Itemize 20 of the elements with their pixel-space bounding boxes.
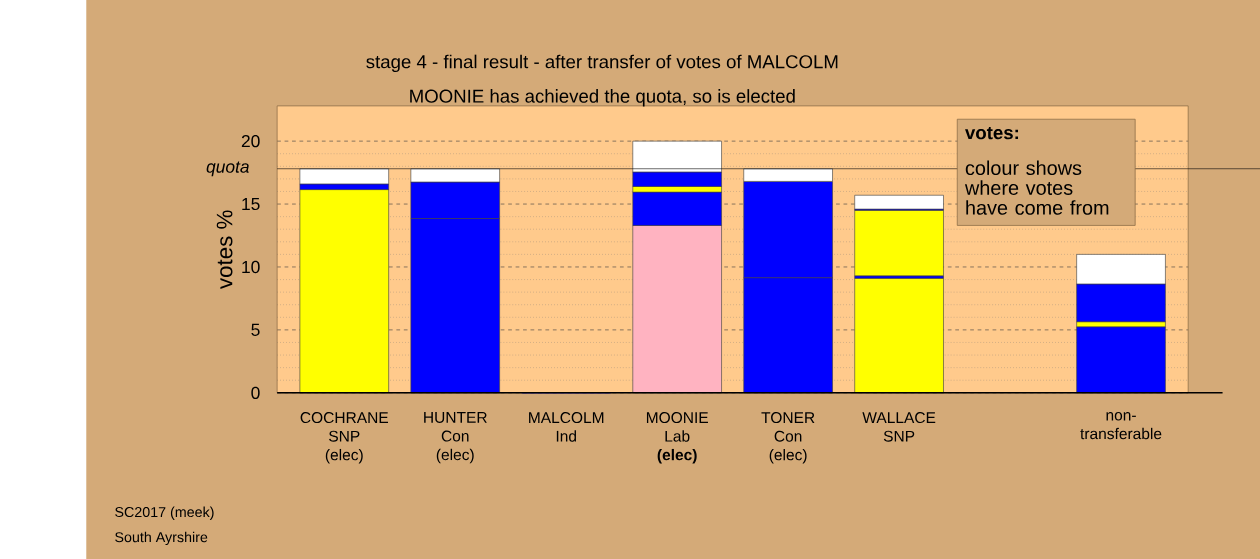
y-tick-label: 20 xyxy=(241,135,260,148)
x-tick-label: WALLACE SNP xyxy=(862,412,936,442)
ref-line-label: quota xyxy=(206,161,249,177)
x-tick-label: TONER Con (elec) xyxy=(761,412,815,464)
x-tick-label: non-transferable xyxy=(1080,412,1162,440)
y-tick-label: 15 xyxy=(242,198,260,211)
x-tick-label: MOONIE Lab (elec) xyxy=(646,412,708,464)
x-tick-label: COCHRANE SNP (elec) xyxy=(300,412,389,464)
y-axis-title: votes % xyxy=(216,210,233,290)
x-tick-label: MALCOLM Ind xyxy=(529,412,604,442)
y-tick-label: 10 xyxy=(242,260,260,274)
y-tick-label: 5 xyxy=(251,323,260,336)
text: SC2017 (meek) xyxy=(115,506,214,520)
x-tick-label: HUNTER Con (elec) xyxy=(424,412,487,464)
chart-subtitle: MOONIE has achieved the quota, so is elected xyxy=(410,89,795,107)
annotation: colour shows where votes have come from xyxy=(964,160,1109,215)
y-tick-label: 0 xyxy=(251,386,260,400)
annotation: votes: xyxy=(965,126,1019,140)
chart-title: stage 4 - final result - after transfer of votes of MALCOLM xyxy=(366,54,838,73)
text: South Ayrshire xyxy=(115,531,208,546)
